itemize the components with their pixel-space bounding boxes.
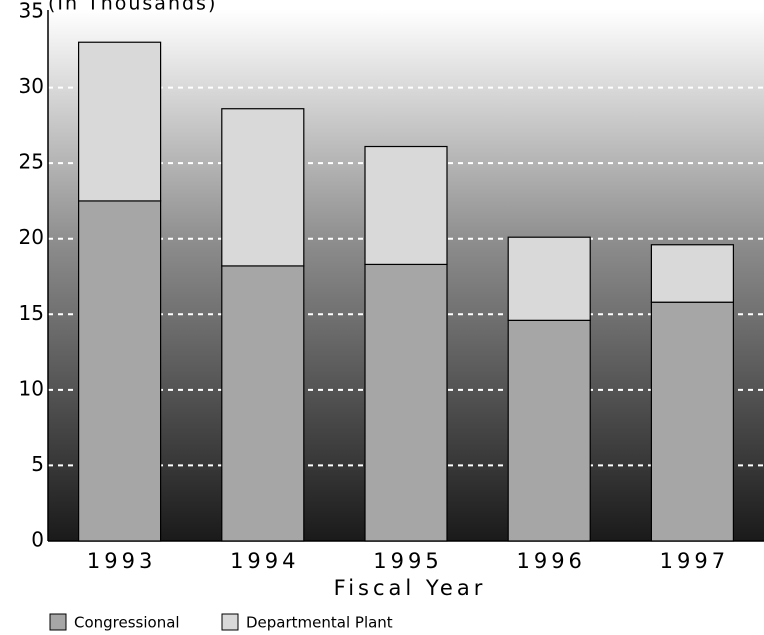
y-tick-label: 30 [19,74,44,98]
bar-segment [507,236,591,321]
bar-segment [507,319,591,542]
y-tick-label: 0 [31,528,44,552]
bar-segment [221,265,305,542]
y-tick-label: 10 [19,376,44,400]
bar-segment [221,108,305,267]
y-tick-label: 20 [19,225,44,249]
bar-segment [364,145,448,266]
legend-label: Departmental Plant [246,614,393,632]
x-axis-title: Fiscal Year [334,576,487,600]
bar-segment [364,263,448,542]
x-tick-label: 1993 [87,549,156,573]
y-tick-label: 35 [19,0,44,23]
bar-segment [77,200,162,542]
bar-segment [650,301,735,542]
legend-label: Congressional [74,614,180,632]
x-tick-label: 1997 [660,549,729,573]
chart-title: (In Thousands) [48,0,217,15]
legend-swatch [49,613,67,631]
y-tick-label: 25 [19,150,44,174]
legend-swatch [221,613,239,631]
bar-segment [77,41,162,202]
bar-segment [650,244,735,303]
y-tick-label: 15 [19,301,44,325]
y-tick-label: 5 [31,452,44,476]
x-tick-label: 1996 [516,549,585,573]
x-tick-label: 1995 [373,549,442,573]
x-tick-label: 1994 [230,549,299,573]
